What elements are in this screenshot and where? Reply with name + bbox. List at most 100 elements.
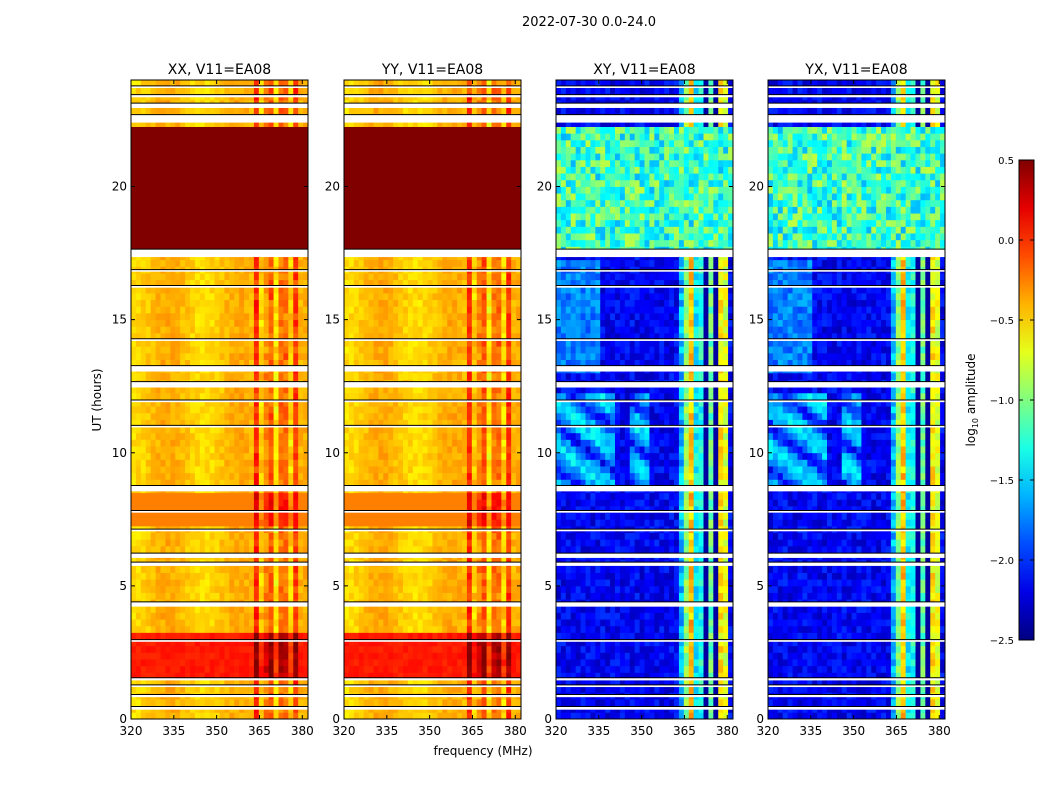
spectrum-cell (194, 332, 201, 340)
spectrum-cell (209, 119, 215, 127)
spectrum-cell (244, 312, 250, 321)
spectrum-cell (358, 572, 365, 580)
spectrum-cell (131, 166, 137, 174)
spectrum-cell (224, 352, 230, 360)
spectrum-cell (190, 179, 196, 187)
spectrum-cell (165, 173, 171, 181)
spectrum-cell (388, 572, 394, 580)
spectrum-cell (155, 259, 161, 267)
spectrum-cell (249, 166, 255, 174)
spectrum-cell (383, 519, 389, 527)
spectrum-cell (368, 499, 374, 507)
spectrum-cell (268, 166, 274, 174)
spectrum-cell (219, 106, 225, 114)
spectrum-cell (165, 133, 171, 141)
spectrum-cell (180, 679, 186, 687)
spectrum-cell (155, 472, 161, 480)
spectrum-cell (273, 506, 279, 514)
spectrum-cell (170, 146, 176, 154)
spectrum-cell (204, 126, 211, 134)
spectrum-cell (403, 332, 409, 340)
spectrum-cell (373, 499, 379, 507)
spectrum-cell (283, 219, 289, 227)
spectrum-cell (170, 80, 176, 88)
spectrum-cell (244, 359, 250, 367)
spectrum-cell (407, 286, 414, 294)
spectrum-cell (253, 619, 260, 627)
spectrum-cell (278, 639, 284, 647)
spectrum-cell (175, 512, 181, 520)
spectrum-cell (283, 659, 289, 667)
spectrum-cell (180, 80, 186, 88)
spectrum-cell (263, 472, 270, 480)
spectrum-cell (131, 432, 137, 440)
spectrum-cell (175, 432, 181, 440)
spectrum-cell (293, 372, 299, 380)
spectrum-cell (388, 659, 394, 667)
spectrum-cell (234, 652, 240, 660)
spectrum-cell (170, 459, 176, 467)
spectrum-cell (344, 279, 350, 287)
spectrum-cell (204, 565, 211, 573)
spectrum-cell (199, 339, 206, 347)
spectrum-cell (344, 186, 350, 194)
spectrum-cell (214, 126, 220, 134)
spectrum-cell (348, 159, 355, 167)
spectrum-cell (273, 499, 279, 507)
spectrum-cell (393, 605, 399, 613)
spectrum-cell (249, 619, 255, 627)
spectrum-cell (278, 279, 284, 287)
spectrum-cell (140, 86, 147, 94)
spectrum-cell (373, 432, 379, 440)
spectrum-cell (407, 119, 414, 127)
spectrum-cell (403, 259, 409, 267)
spectrum-cell (229, 359, 235, 367)
spectrum-cell (383, 665, 389, 673)
spectrum-cell (244, 685, 250, 693)
spectrum-cell (190, 446, 196, 454)
spectrum-cell (378, 259, 384, 267)
spectrum-cell (288, 386, 294, 394)
spectrum-cell (388, 592, 394, 600)
spectrum-cell (403, 479, 409, 487)
spectrum-cell (209, 699, 215, 707)
spectrum-cell (407, 186, 414, 194)
spectrum-cell (204, 153, 211, 161)
spectrum-cell (348, 585, 355, 593)
spectrum-cell (363, 625, 369, 633)
spectrum-cell (378, 532, 384, 540)
spectrum-cell (249, 213, 255, 221)
spectrum-cell (224, 625, 230, 633)
spectrum-cell (363, 652, 369, 660)
spectrum-cell (185, 432, 191, 440)
spectrum-cell (194, 359, 201, 367)
spectrum-cell (293, 412, 299, 420)
spectrum-cell (378, 86, 384, 94)
spectrum-cell (283, 592, 289, 600)
spectrum-cell (234, 213, 240, 221)
spectrum-cell (190, 213, 196, 221)
spectrum-cell (253, 139, 260, 147)
spectrum-cell (145, 532, 152, 540)
spectrum-cell (353, 565, 360, 573)
spectrum-cell (348, 579, 355, 587)
spectrum-cell (403, 186, 409, 194)
spectrum-cell (214, 273, 220, 281)
spectrum-cell (135, 426, 142, 434)
spectrum-cell (224, 279, 230, 287)
spectrum-cell (283, 565, 289, 573)
spectrum-cell (383, 259, 389, 267)
spectrum-cell (303, 339, 309, 347)
spectrum-cell (249, 625, 255, 633)
spectrum-cell (185, 153, 191, 161)
spectrum-cell (224, 159, 230, 167)
spectrum-cell (214, 479, 220, 487)
spectrum-cell (373, 572, 379, 580)
spectrum-cell (229, 352, 235, 360)
spectrum-cell (135, 126, 142, 134)
spectrum-cell (393, 392, 399, 400)
spectrum-cell (293, 625, 299, 633)
spectrum-cell (180, 279, 186, 287)
spectrum-cell (190, 452, 196, 460)
spectrum-cell (145, 213, 152, 221)
